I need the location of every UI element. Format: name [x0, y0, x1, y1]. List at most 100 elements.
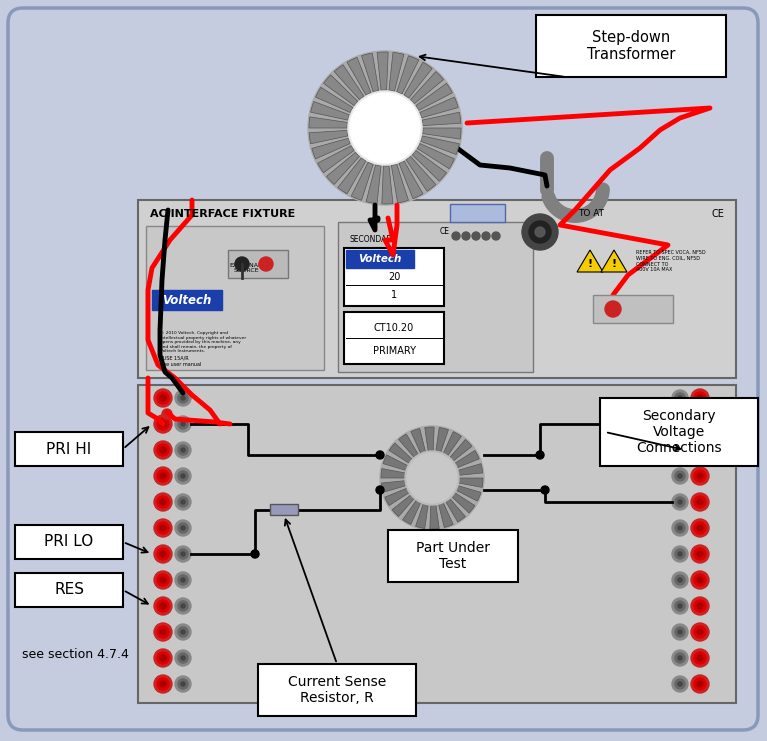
Bar: [15, 525, 123, 559]
Circle shape: [691, 389, 709, 407]
Circle shape: [694, 522, 706, 534]
Wedge shape: [392, 495, 414, 516]
Bar: [593, 295, 673, 323]
Circle shape: [178, 471, 188, 481]
Circle shape: [235, 257, 249, 271]
Circle shape: [181, 552, 185, 556]
Wedge shape: [404, 62, 433, 99]
Circle shape: [380, 426, 484, 530]
Circle shape: [697, 629, 703, 635]
Circle shape: [675, 471, 685, 481]
Circle shape: [678, 682, 682, 686]
Circle shape: [691, 493, 709, 511]
Text: Current Sense
Resistor, R: Current Sense Resistor, R: [288, 675, 386, 705]
Circle shape: [691, 519, 709, 537]
Bar: [344, 248, 444, 306]
Wedge shape: [318, 145, 354, 173]
Circle shape: [175, 598, 191, 614]
Circle shape: [675, 679, 685, 689]
Wedge shape: [311, 102, 350, 120]
Circle shape: [160, 681, 166, 687]
Circle shape: [691, 571, 709, 589]
Circle shape: [181, 630, 185, 634]
Text: © 2010 Voltech. Copyright and
intellectual property rights of whatever
opens pro: © 2010 Voltech. Copyright and intellectu…: [160, 331, 246, 353]
Circle shape: [157, 678, 169, 690]
Circle shape: [675, 549, 685, 559]
Circle shape: [678, 396, 682, 400]
FancyBboxPatch shape: [8, 8, 758, 730]
Wedge shape: [422, 112, 461, 126]
Circle shape: [691, 623, 709, 641]
Circle shape: [697, 473, 703, 479]
Circle shape: [675, 627, 685, 637]
Text: CT10.20: CT10.20: [374, 323, 414, 333]
Circle shape: [694, 496, 706, 508]
Circle shape: [175, 572, 191, 588]
Wedge shape: [416, 504, 428, 528]
Circle shape: [694, 470, 706, 482]
Wedge shape: [420, 97, 458, 118]
Circle shape: [694, 444, 706, 456]
Wedge shape: [452, 493, 475, 513]
Circle shape: [157, 600, 169, 612]
Circle shape: [154, 519, 172, 537]
Wedge shape: [411, 428, 426, 453]
Circle shape: [178, 523, 188, 533]
Text: TO AT: TO AT: [578, 210, 604, 219]
Circle shape: [181, 578, 185, 582]
Circle shape: [160, 629, 166, 635]
Bar: [258, 664, 416, 716]
Wedge shape: [389, 443, 413, 463]
Bar: [15, 432, 123, 466]
Wedge shape: [327, 152, 360, 185]
Bar: [228, 250, 288, 278]
Wedge shape: [412, 150, 446, 181]
Circle shape: [175, 624, 191, 640]
Circle shape: [675, 523, 685, 533]
Bar: [146, 226, 324, 370]
Wedge shape: [366, 165, 381, 204]
Circle shape: [157, 652, 169, 664]
Wedge shape: [312, 139, 351, 159]
Bar: [388, 530, 518, 582]
Circle shape: [694, 678, 706, 690]
Circle shape: [154, 597, 172, 615]
Circle shape: [178, 653, 188, 663]
Text: !: !: [588, 259, 593, 269]
Wedge shape: [382, 166, 393, 204]
Circle shape: [178, 679, 188, 689]
Circle shape: [675, 419, 685, 429]
Circle shape: [376, 486, 384, 494]
Wedge shape: [425, 427, 434, 451]
Circle shape: [259, 257, 273, 271]
Circle shape: [697, 681, 703, 687]
Circle shape: [522, 214, 558, 250]
Text: see section 4.7.4: see section 4.7.4: [22, 648, 129, 662]
Circle shape: [672, 676, 688, 692]
Circle shape: [678, 448, 682, 452]
Text: AC INTERFACE FIXTURE: AC INTERFACE FIXTURE: [150, 209, 295, 219]
Wedge shape: [459, 478, 483, 488]
Circle shape: [181, 396, 185, 400]
Circle shape: [697, 395, 703, 401]
Text: 1: 1: [391, 290, 397, 300]
Circle shape: [157, 626, 169, 638]
Circle shape: [178, 627, 188, 637]
Circle shape: [348, 91, 422, 165]
Circle shape: [175, 520, 191, 536]
Circle shape: [175, 390, 191, 406]
Circle shape: [541, 486, 549, 494]
Circle shape: [175, 468, 191, 484]
Wedge shape: [399, 434, 418, 458]
Circle shape: [691, 545, 709, 563]
Circle shape: [678, 500, 682, 504]
Circle shape: [536, 451, 544, 459]
Wedge shape: [458, 464, 482, 475]
Circle shape: [675, 393, 685, 403]
Circle shape: [154, 675, 172, 693]
Circle shape: [697, 499, 703, 505]
Wedge shape: [351, 162, 374, 200]
Circle shape: [694, 548, 706, 560]
Circle shape: [697, 655, 703, 661]
Circle shape: [178, 575, 188, 585]
